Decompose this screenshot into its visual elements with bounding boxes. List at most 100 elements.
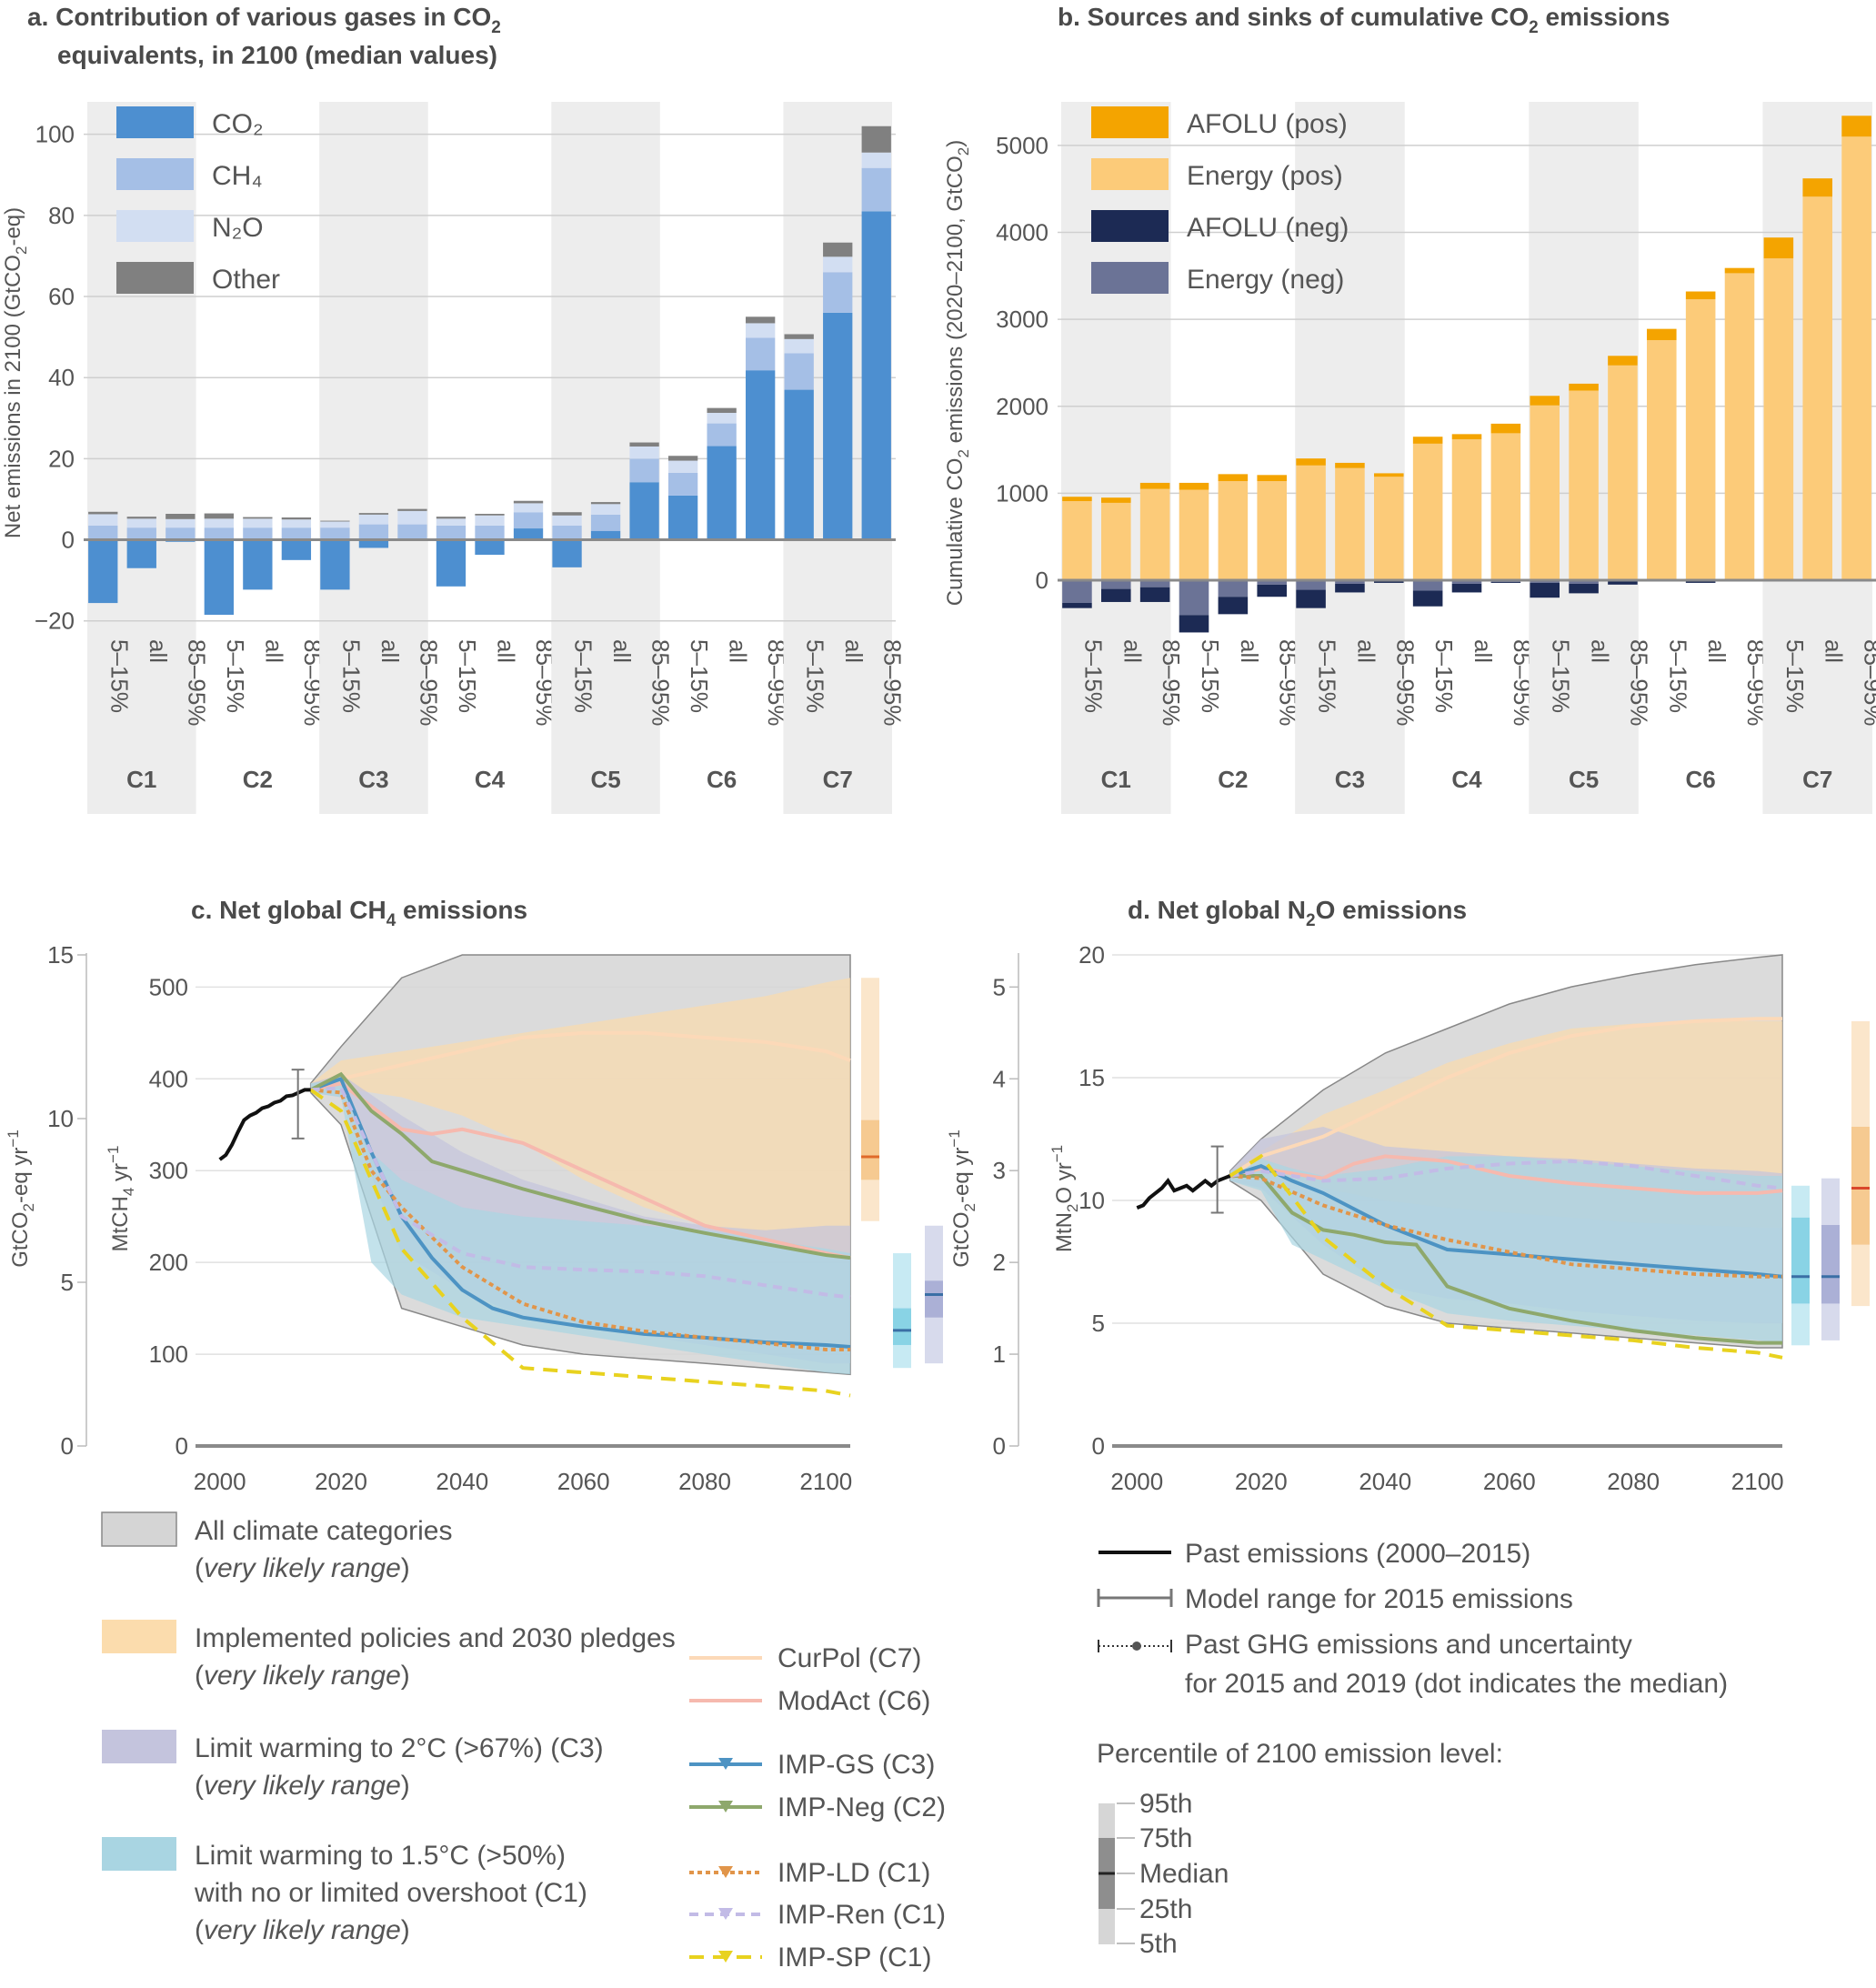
bar-segment	[1412, 437, 1443, 444]
x-tick-label: 2080	[1607, 1468, 1660, 1495]
paren: )	[401, 1553, 410, 1583]
bar-segment	[552, 539, 582, 567]
legend-range-swatch	[102, 1837, 176, 1871]
y-tick-label: 60	[48, 283, 75, 310]
bar-segment	[513, 503, 544, 513]
subcategory-label: all	[145, 639, 172, 663]
axis-label-part: 2	[961, 1203, 978, 1211]
y-tick-label: −20	[35, 607, 75, 635]
bar-segment	[784, 389, 814, 540]
bar-segment	[1608, 581, 1638, 585]
bar-segment	[320, 539, 350, 590]
legend-swatch	[1091, 158, 1169, 190]
subcategory-label: all	[1352, 639, 1379, 663]
legend-marker	[718, 1951, 733, 1963]
axis-label-part: 2	[955, 147, 972, 156]
bar-segment	[320, 520, 350, 522]
left-axis-label: GtCO2-eq yr−1	[946, 1130, 978, 1268]
legend-range-label: All climate categories	[195, 1516, 452, 1546]
bar-segment	[861, 167, 891, 212]
percentile-bar-outer	[861, 978, 879, 1221]
bar-segment	[1296, 589, 1326, 608]
bar-segment	[358, 514, 389, 525]
bar-segment	[1101, 497, 1131, 503]
subcategory-label: 85–95%	[647, 639, 675, 726]
legend-marker	[718, 1801, 733, 1812]
legend-history-and-percentiles: Past emissions (2000–2015) Model range fo…	[1097, 1539, 1728, 1959]
bar-segment	[1062, 497, 1092, 502]
left-tick-label: 2	[993, 1249, 1006, 1276]
range-band	[310, 978, 851, 1254]
bar-segment	[358, 513, 389, 515]
bar-segment	[126, 518, 156, 528]
bar-segment	[1569, 580, 1599, 584]
bar-segment	[1179, 580, 1209, 616]
bar-segment	[397, 510, 427, 525]
bar-segment	[204, 527, 234, 540]
legend-line-label: IMP-Ren (C1)	[777, 1900, 946, 1930]
axis-label-part: 2	[955, 449, 972, 457]
x-tick-label: 2040	[1359, 1468, 1411, 1495]
bar-segment	[1685, 291, 1716, 300]
y-tick-label: 0	[1092, 1432, 1105, 1460]
y-tick-label: 4000	[996, 218, 1048, 246]
bar-segment	[1608, 365, 1638, 581]
percentile-label: 75th	[1139, 1823, 1192, 1853]
bar-segment	[358, 539, 389, 548]
y-tick-label: 0	[62, 527, 75, 554]
bar-segment	[552, 512, 582, 516]
x-tick-label: 2020	[1235, 1468, 1288, 1495]
bar-segment	[1802, 178, 1832, 197]
percentile-bar-inner	[925, 1280, 943, 1318]
legend-line-label: CurPol (C7)	[777, 1643, 921, 1673]
legend-marker	[718, 1908, 733, 1920]
subcategory-label: 5–15%	[222, 639, 249, 713]
legend-range-swatch	[102, 1730, 176, 1763]
y-tick-label: 1000	[996, 479, 1048, 507]
y-tick-label: 15	[1078, 1064, 1105, 1091]
legend-range-label: Limit warming to 2°C (>67%) (C3)	[195, 1733, 604, 1763]
axis-label-part: MtN	[1052, 1212, 1077, 1252]
bar-segment	[1179, 489, 1209, 581]
group-label: C2	[1218, 766, 1248, 793]
title-text: c. Net global CH	[191, 896, 386, 924]
past-emissions-line	[1136, 1174, 1231, 1210]
legend-range-label: Implemented policies and 2030 pledges	[195, 1623, 676, 1653]
legend-range-italic: very likely range	[204, 1915, 401, 1945]
legend-swatch	[116, 262, 194, 294]
axis-label-part: -eq yr	[8, 1148, 33, 1203]
bar-segment	[1451, 583, 1482, 593]
bar-segment	[823, 272, 853, 313]
bar-segment	[746, 337, 776, 371]
y-tick-label: 10	[1078, 1187, 1105, 1214]
bar-segment	[590, 530, 621, 540]
left-axis-label: GtCO2-eq yr−1	[5, 1130, 37, 1268]
group-label: C4	[1451, 766, 1482, 793]
subcategory-label: 5–15%	[1430, 639, 1458, 713]
bar-segment	[746, 323, 776, 338]
percentile-legend-title: Percentile of 2100 emission level:	[1097, 1739, 1503, 1769]
panel-b-cumulative-co2-chart: C1 5–15% all 85–95% C2 5–15% all 85–95% C3 5–15% a…	[943, 3, 1876, 814]
right-axis-label: MtCH4 yr−1	[105, 1146, 137, 1252]
bar-segment	[1490, 433, 1521, 581]
group-label: C6	[707, 766, 737, 793]
y-tick-label: 40	[48, 364, 75, 391]
percentile-bar-inner	[861, 1120, 879, 1180]
bar-segment	[126, 517, 156, 519]
bar-segment	[1335, 583, 1365, 593]
axis-label-part: yr	[108, 1163, 133, 1188]
bar-segment	[1412, 443, 1443, 581]
left-tick-label: 0	[993, 1432, 1006, 1460]
bar-segment	[1412, 580, 1443, 591]
bar-segment	[784, 334, 814, 339]
title-text: emissions	[396, 896, 527, 924]
left-tick-label: 0	[61, 1432, 74, 1460]
bar-segment	[1296, 465, 1326, 581]
axis-label-part: −1	[105, 1146, 122, 1163]
bar-segment	[88, 539, 118, 604]
y-tick-label: 100	[35, 121, 75, 148]
bar-segment	[1101, 588, 1131, 602]
bar-segment	[1296, 458, 1326, 466]
axis-label-part: -eq)	[1, 207, 25, 246]
bar-segment	[1218, 597, 1249, 615]
